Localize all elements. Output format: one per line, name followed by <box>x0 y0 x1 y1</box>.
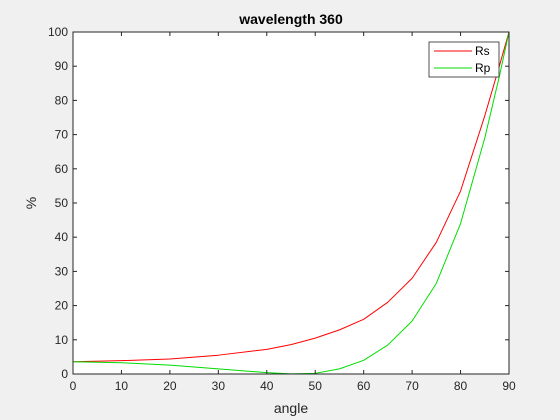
y-tick-label: 50 <box>55 196 69 210</box>
y-tick-label: 20 <box>55 299 69 313</box>
x-tick-label: 10 <box>115 379 129 393</box>
y-tick-label: 100 <box>48 25 68 39</box>
chart-title: wavelength 360 <box>238 11 343 27</box>
plot-area <box>73 32 509 374</box>
y-tick-label: 60 <box>55 162 69 176</box>
y-tick-label: 10 <box>55 333 69 347</box>
y-tick-label: 30 <box>55 264 69 278</box>
x-tick-label: 20 <box>163 379 177 393</box>
x-tick-label: 30 <box>212 379 226 393</box>
legend: Rs Rp <box>429 42 499 77</box>
y-axis-label: % <box>23 197 39 209</box>
x-tick-label: 90 <box>502 379 516 393</box>
x-tick-label: 40 <box>260 379 274 393</box>
y-tick-label: 80 <box>55 93 69 107</box>
x-tick-label: 80 <box>454 379 468 393</box>
legend-entry-rs: Rs <box>475 44 490 58</box>
x-tick-label: 50 <box>309 379 323 393</box>
x-tick-label: 0 <box>70 379 77 393</box>
y-tick-label: 40 <box>55 230 69 244</box>
y-tick-label: 0 <box>61 367 68 381</box>
x-axis-label: angle <box>274 400 308 416</box>
x-tick-label: 70 <box>405 379 419 393</box>
y-tick-label: 70 <box>55 128 69 142</box>
y-tick-label: 90 <box>55 59 69 73</box>
legend-entry-rp: Rp <box>475 61 491 75</box>
x-tick-label: 60 <box>357 379 371 393</box>
